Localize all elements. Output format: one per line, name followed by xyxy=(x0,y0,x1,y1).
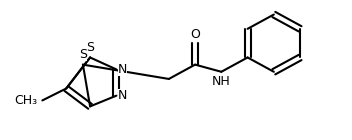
Text: NH: NH xyxy=(212,75,231,88)
Text: S: S xyxy=(86,41,94,54)
Text: N: N xyxy=(118,89,127,102)
Text: O: O xyxy=(190,28,200,41)
Text: S: S xyxy=(79,48,87,61)
Text: CH₃: CH₃ xyxy=(14,94,38,107)
Text: N: N xyxy=(118,63,127,76)
